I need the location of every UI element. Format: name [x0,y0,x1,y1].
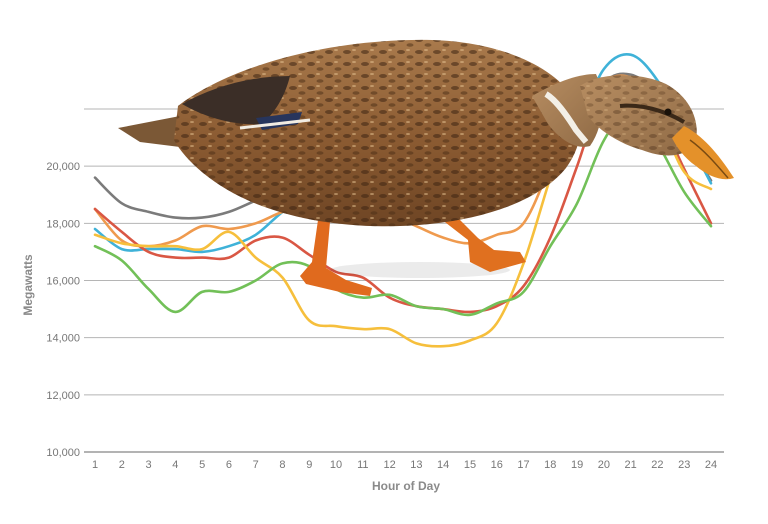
x-axis-title: Hour of Day [372,479,440,493]
y-tick-label: 20,000 [46,161,80,173]
y-axis-ticks: 10,000 12,000 14,000 16,000 18,000 20,000 [46,161,80,459]
duck-legs [300,206,526,296]
x-tick-label: 20 [598,459,610,471]
x-axis-ticks: 1 2 3 4 5 6 7 8 9 10 11 12 13 14 15 16 17 18 19 20 21 22 23 24 [92,459,717,471]
x-tick-label: 16 [491,459,503,471]
duck-illustration [118,39,734,296]
x-tick-label: 12 [383,459,395,471]
series-line-6 [93,107,713,317]
x-tick-label: 15 [464,459,476,471]
x-tick-label: 4 [172,459,178,471]
x-tick-label: 9 [306,459,312,471]
y-tick-label: 14,000 [46,333,80,345]
x-tick-label: 23 [678,459,690,471]
x-tick-label: 18 [544,459,556,471]
x-tick-label: 5 [199,459,205,471]
x-tick-label: 1 [92,459,98,471]
y-axis-title: Megawatts [21,254,35,316]
y-tick-label: 16,000 [46,276,80,288]
x-tick-label: 13 [410,459,422,471]
x-tick-label: 6 [226,459,232,471]
x-tick-label: 8 [279,459,285,471]
y-tick-label: 10,000 [46,447,80,459]
x-tick-label: 2 [119,459,125,471]
x-tick-label: 11 [357,459,368,471]
y-tick-label: 18,000 [46,218,80,230]
x-tick-label: 21 [625,459,637,471]
x-tick-label: 22 [651,459,663,471]
x-tick-label: 17 [517,459,529,471]
y-tick-label: 12,000 [46,390,80,402]
x-tick-label: 19 [571,459,583,471]
x-tick-label: 10 [330,459,342,471]
x-tick-label: 7 [253,459,259,471]
x-tick-label: 14 [437,459,449,471]
x-tick-label: 24 [705,459,717,471]
x-tick-label: 3 [146,459,152,471]
